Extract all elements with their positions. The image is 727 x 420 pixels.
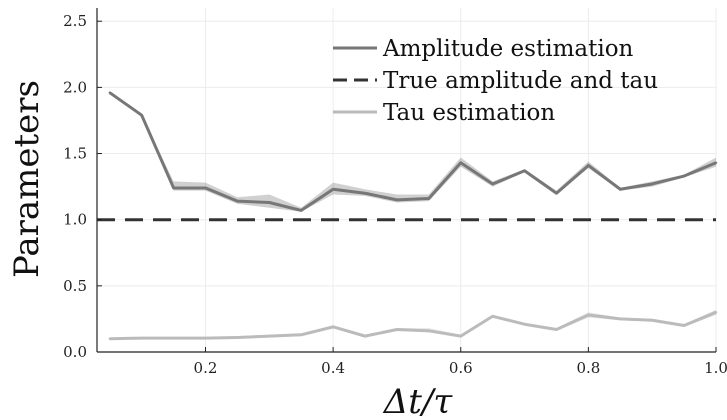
- tau-estimation-band: [109, 309, 717, 341]
- x-axis-title: Δt/τ: [382, 382, 454, 420]
- amplitude-estimation-point-8: [363, 192, 367, 195]
- tau-estimation-point-12: [491, 315, 494, 318]
- legend-label-true-amplitude-and-tau: True amplitude and tau: [383, 68, 658, 94]
- tau-estimation-point-8: [363, 334, 367, 338]
- tau-estimation-point-16: [619, 317, 622, 321]
- amplitude-estimation-point-7: [331, 188, 335, 191]
- legend-label-amplitude-estimation: Amplitude estimation: [382, 36, 634, 62]
- amplitude-estimation-point-14: [555, 192, 558, 195]
- tau-estimation-point-11: [459, 334, 462, 338]
- tau-estimation-point-1: [140, 336, 143, 340]
- tau-estimation-line: [109, 310, 717, 341]
- amplitude-estimation-point-1: [140, 113, 143, 117]
- y-axis-title: Parameters: [7, 80, 47, 278]
- amplitude-estimation-point-3: [204, 186, 207, 190]
- series-lines: [97, 91, 718, 341]
- y-tick-label-4: 2.0: [63, 78, 87, 96]
- amplitude-estimation-point-13: [523, 169, 526, 172]
- amplitude-estimation-point-16: [619, 188, 622, 191]
- amplitude-estimation-point-0: [108, 91, 111, 94]
- amplitude-estimation-point-2: [172, 186, 175, 190]
- axes: [96, 8, 717, 353]
- amplitude-estimation-point-17: [650, 182, 654, 186]
- tau-estimation-point-14: [555, 328, 558, 331]
- amplitude-estimation-point-18: [682, 174, 686, 178]
- amplitude-estimation-point-10: [427, 197, 431, 200]
- tau-estimation-point-18: [682, 324, 686, 327]
- tick-labels: 0.2 0.4 0.6 0.8 1.0 0.0 0.5 1.0 1.5 2.0 2.5: [63, 12, 727, 377]
- y-tick-label-1: 0.5: [63, 277, 87, 295]
- tau-estimation-point-5: [268, 334, 271, 338]
- amplitude-estimation-point-19: [714, 161, 718, 164]
- tau-estimation-point-17: [650, 319, 654, 322]
- y-tick-label-5: 2.5: [63, 12, 87, 30]
- x-tick-label-1: 0.4: [321, 359, 345, 377]
- amplitude-estimation-line: [108, 91, 717, 212]
- tau-estimation-point-0: [108, 337, 111, 340]
- amplitude-estimation-point-9: [395, 198, 399, 202]
- x-tick-label-2: 0.6: [449, 359, 473, 377]
- amplitude-estimation-point-5: [268, 201, 271, 204]
- x-tick-label-4: 1.0: [704, 359, 727, 377]
- tau-estimation-point-7: [331, 325, 335, 329]
- y-tick-label-3: 1.5: [63, 145, 87, 163]
- amplitude-estimation-point-4: [236, 199, 239, 203]
- tau-estimation-point-13: [523, 323, 526, 326]
- y-tick-label-0: 0.0: [63, 343, 87, 361]
- amplitude-estimation-point-11: [459, 161, 462, 164]
- tau-estimation-point-2: [172, 336, 175, 340]
- legend: Amplitude estimation True amplitude and …: [333, 36, 658, 126]
- y-tick-label-2: 1.0: [63, 211, 87, 229]
- tau-estimation-point-6: [300, 333, 303, 336]
- uncertainty-bands: [109, 92, 717, 341]
- tau-estimation-point-3: [204, 336, 207, 340]
- legend-label-tau-estimation: Tau estimation: [383, 100, 555, 126]
- tau-estimation-point-15: [587, 313, 590, 317]
- tau-estimation-point-10: [427, 329, 431, 333]
- tau-estimation-point-9: [395, 328, 399, 331]
- tau-estimation-point-19: [714, 311, 718, 314]
- x-tick-label-3: 0.8: [576, 359, 600, 377]
- amplitude-estimation-point-15: [587, 164, 590, 167]
- x-tick-label-0: 0.2: [194, 359, 218, 377]
- tau-estimation-point-4: [236, 336, 239, 339]
- amplitude-estimation-point-6: [300, 209, 303, 212]
- amplitude-estimation-point-12: [491, 182, 494, 186]
